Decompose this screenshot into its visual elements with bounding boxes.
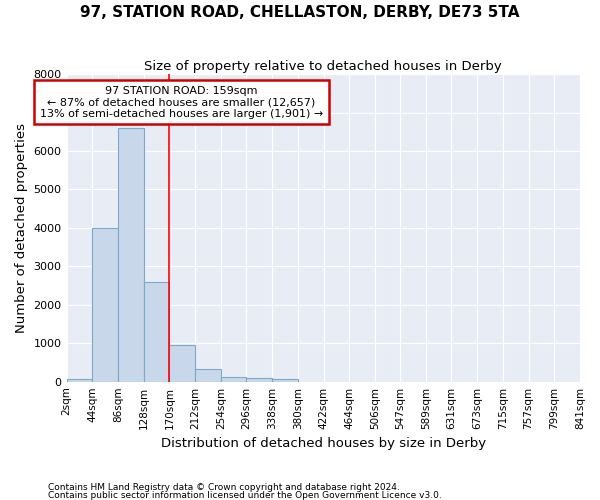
X-axis label: Distribution of detached houses by size in Derby: Distribution of detached houses by size … [161,437,486,450]
Bar [143,282,169,382]
Bar [221,377,247,382]
Text: Contains HM Land Registry data © Crown copyright and database right 2024.: Contains HM Land Registry data © Crown c… [48,484,400,492]
Bar [118,128,143,382]
Text: Contains public sector information licensed under the Open Government Licence v3: Contains public sector information licen… [48,491,442,500]
Bar [247,378,272,382]
Bar [195,370,221,382]
Bar [169,345,195,382]
Title: Size of property relative to detached houses in Derby: Size of property relative to detached ho… [145,60,502,73]
Bar [272,379,298,382]
Y-axis label: Number of detached properties: Number of detached properties [15,123,28,333]
Text: 97, STATION ROAD, CHELLASTON, DERBY, DE73 5TA: 97, STATION ROAD, CHELLASTON, DERBY, DE7… [80,5,520,20]
Text: 97 STATION ROAD: 159sqm
← 87% of detached houses are smaller (12,657)
13% of sem: 97 STATION ROAD: 159sqm ← 87% of detache… [40,86,323,119]
Bar [67,378,92,382]
Bar [92,228,118,382]
